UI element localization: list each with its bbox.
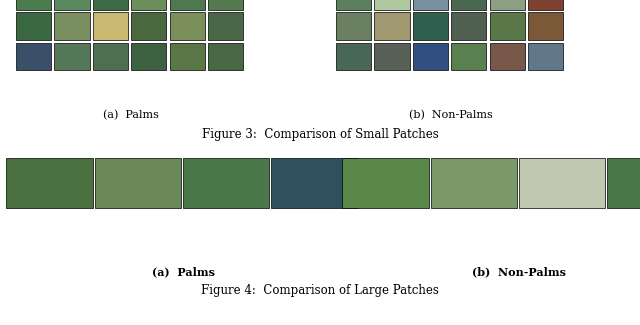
Text: Figure 3:  Comparison of Small Patches: Figure 3: Comparison of Small Patches bbox=[202, 128, 438, 141]
Bar bbox=[271, 158, 358, 208]
Bar bbox=[528, 0, 563, 10]
Bar bbox=[451, 0, 486, 10]
Bar bbox=[170, 12, 205, 40]
Bar bbox=[451, 43, 486, 70]
Bar bbox=[131, 43, 166, 70]
Bar bbox=[183, 158, 269, 208]
Bar bbox=[413, 43, 448, 70]
Bar bbox=[6, 158, 93, 208]
Bar bbox=[519, 158, 605, 208]
Bar bbox=[208, 43, 243, 70]
Bar bbox=[490, 12, 525, 40]
Bar bbox=[93, 12, 128, 40]
Bar bbox=[131, 0, 166, 10]
Bar bbox=[374, 0, 410, 10]
Bar bbox=[208, 12, 243, 40]
Bar bbox=[374, 43, 410, 70]
Text: (b)  Non-Palms: (b) Non-Palms bbox=[410, 110, 493, 121]
Bar bbox=[528, 43, 563, 70]
Bar bbox=[336, 0, 371, 10]
Bar bbox=[336, 12, 371, 40]
Bar bbox=[431, 158, 517, 208]
Bar bbox=[16, 0, 51, 10]
Text: (a)  Palms: (a) Palms bbox=[152, 266, 214, 278]
Bar bbox=[16, 43, 51, 70]
Bar bbox=[208, 0, 243, 10]
Bar bbox=[16, 12, 51, 40]
Bar bbox=[490, 0, 525, 10]
Bar bbox=[528, 12, 563, 40]
Bar bbox=[170, 0, 205, 10]
Bar bbox=[490, 43, 525, 70]
Bar bbox=[93, 43, 128, 70]
Bar bbox=[93, 0, 128, 10]
Bar bbox=[54, 12, 90, 40]
Bar bbox=[413, 0, 448, 10]
Bar bbox=[54, 43, 90, 70]
Bar bbox=[413, 12, 448, 40]
Bar bbox=[336, 43, 371, 70]
Text: (a)  Palms: (a) Palms bbox=[103, 110, 159, 121]
Text: (b)  Non-Palms: (b) Non-Palms bbox=[472, 266, 566, 278]
Bar bbox=[170, 43, 205, 70]
Bar bbox=[374, 12, 410, 40]
Bar bbox=[451, 12, 486, 40]
Bar bbox=[342, 158, 429, 208]
Bar bbox=[131, 12, 166, 40]
Text: Figure 4:  Comparison of Large Patches: Figure 4: Comparison of Large Patches bbox=[201, 284, 439, 297]
Bar bbox=[95, 158, 181, 208]
Bar bbox=[607, 158, 640, 208]
Bar bbox=[54, 0, 90, 10]
